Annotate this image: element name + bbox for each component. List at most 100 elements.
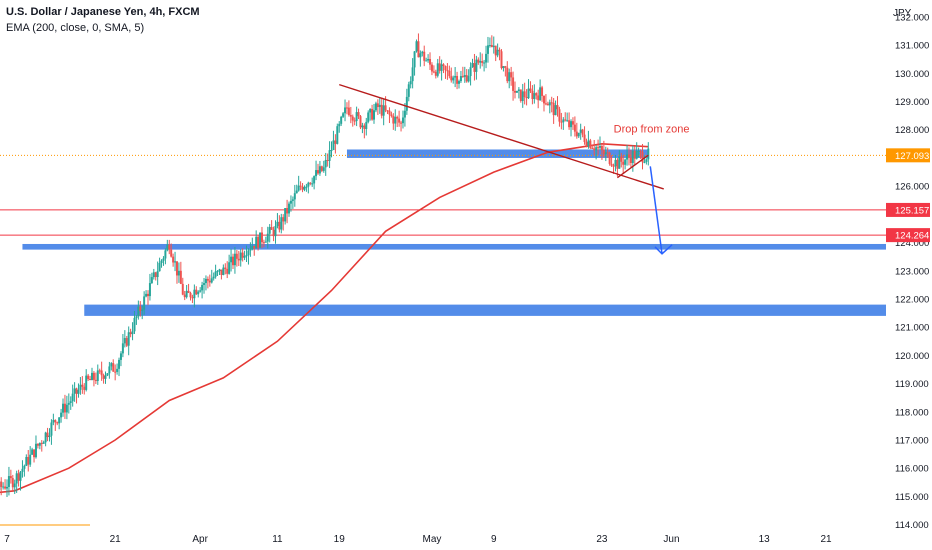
candle-body-265 <box>471 63 474 68</box>
candle-body-150 <box>249 249 252 251</box>
candle-body-305 <box>548 102 551 106</box>
candle-body-144 <box>237 258 240 261</box>
candle-body-320 <box>577 132 580 137</box>
candle-body-169 <box>286 208 289 214</box>
candle-body-149 <box>247 250 250 256</box>
y-tick-label-11: 126.000 <box>895 182 929 193</box>
candle-body-355 <box>645 159 648 162</box>
candle-body-57 <box>69 401 72 403</box>
candle-body-343 <box>622 161 625 165</box>
candle-body-266 <box>473 63 476 72</box>
candle-body-251 <box>444 66 447 71</box>
candle-body-319 <box>575 131 578 137</box>
candle-body-208 <box>361 125 364 128</box>
candle-body-263 <box>467 76 470 82</box>
candle-body-237 <box>417 41 420 58</box>
candle-body-66 <box>87 375 90 379</box>
candle-body-280 <box>500 51 503 69</box>
candle-body-217 <box>378 104 381 108</box>
candle-body-176 <box>299 185 302 187</box>
candle-body-106 <box>164 250 167 259</box>
candle-body-318 <box>573 124 576 132</box>
candle-body-190 <box>326 159 329 161</box>
candle-body-148 <box>245 255 248 257</box>
candle-body-72 <box>98 370 101 372</box>
candle-body-302 <box>542 95 545 104</box>
candle-body-26 <box>9 476 12 479</box>
candle-body-126 <box>203 283 206 285</box>
candle-body-108 <box>168 244 171 250</box>
candle-body-326 <box>589 140 592 148</box>
candle-body-24 <box>6 486 8 489</box>
horizontal-lines-layer <box>0 154 886 526</box>
candle-body-111 <box>174 261 177 263</box>
candle-body-37 <box>31 449 34 455</box>
zone-rect-0 <box>22 243 887 250</box>
y-tick-label-2: 116.000 <box>895 464 929 475</box>
candle-body-80 <box>114 371 117 373</box>
chart-title[interactable]: U.S. Dollar / Japanese Yen, 4h, FXCM <box>6 6 200 18</box>
price-axis[interactable]: JPY 114.000 115.000 116.000 117.000 118.000 11… <box>886 0 932 550</box>
candle-body-28 <box>13 483 16 488</box>
candle-body-181 <box>309 182 312 184</box>
candle-body-276 <box>492 45 495 48</box>
candle-body-85 <box>123 338 126 344</box>
candle-body-210 <box>365 121 368 129</box>
candle-body-206 <box>357 112 360 117</box>
candle-body-49 <box>54 420 57 423</box>
candle-body-166 <box>280 217 283 230</box>
candle-body-113 <box>177 270 180 276</box>
candle-body-297 <box>533 93 536 99</box>
candle-body-76 <box>106 373 109 376</box>
candle-body-278 <box>496 49 499 56</box>
candle-body-257 <box>456 75 459 84</box>
candle-body-311 <box>560 121 563 123</box>
candle-body-93 <box>139 306 142 311</box>
candle-body-227 <box>398 118 401 123</box>
candle-body-233 <box>409 81 412 85</box>
candle-body-63 <box>81 384 84 387</box>
x-tick-label-7: 23 <box>596 534 608 545</box>
candle-body-30 <box>17 473 20 481</box>
candle-body-284 <box>508 72 511 82</box>
candle-body-344 <box>624 159 627 165</box>
candle-body-174 <box>295 190 298 194</box>
candle-body-218 <box>380 104 383 116</box>
candle-body-179 <box>305 186 308 188</box>
candle-body-178 <box>303 186 306 190</box>
candle-body-131 <box>212 276 215 279</box>
candle-body-198 <box>342 113 345 117</box>
candle-body-109 <box>170 249 173 257</box>
x-tick-label-6: 9 <box>491 534 497 545</box>
time-axis[interactable]: 7 21 Apr 11 19 May 9 23 Jun 13 21 <box>0 526 886 550</box>
candle-body-56 <box>67 402 70 405</box>
candle-body-277 <box>494 45 497 56</box>
candle-body-119 <box>189 292 192 298</box>
candle-body-327 <box>591 147 594 149</box>
candle-body-140 <box>230 256 233 263</box>
candle-body-211 <box>367 112 370 122</box>
candle-body-333 <box>602 150 605 155</box>
candle-body-99 <box>150 277 153 284</box>
candle-body-77 <box>108 366 111 374</box>
candle-body-102 <box>156 271 159 278</box>
candle-body-279 <box>498 49 501 52</box>
candle-body-34 <box>25 456 28 466</box>
candle-body-271 <box>483 62 486 64</box>
candle-body-307 <box>552 102 555 116</box>
candle-body-264 <box>469 67 472 77</box>
candle-body-214 <box>373 110 376 120</box>
candle-body-281 <box>502 66 505 69</box>
candle-body-312 <box>562 119 565 123</box>
candle-body-167 <box>282 217 285 222</box>
candle-body-88 <box>129 332 132 335</box>
candle-body-195 <box>336 126 339 144</box>
candle-body-351 <box>637 150 640 152</box>
zone-rect-2 <box>346 149 649 158</box>
candle-body-138 <box>226 268 229 274</box>
candle-body-353 <box>641 151 644 163</box>
candle-body-143 <box>235 253 238 259</box>
candle-body-36 <box>29 454 32 465</box>
indicator-legend[interactable]: EMA (200, close, 0, SMA, 5) <box>6 22 145 34</box>
